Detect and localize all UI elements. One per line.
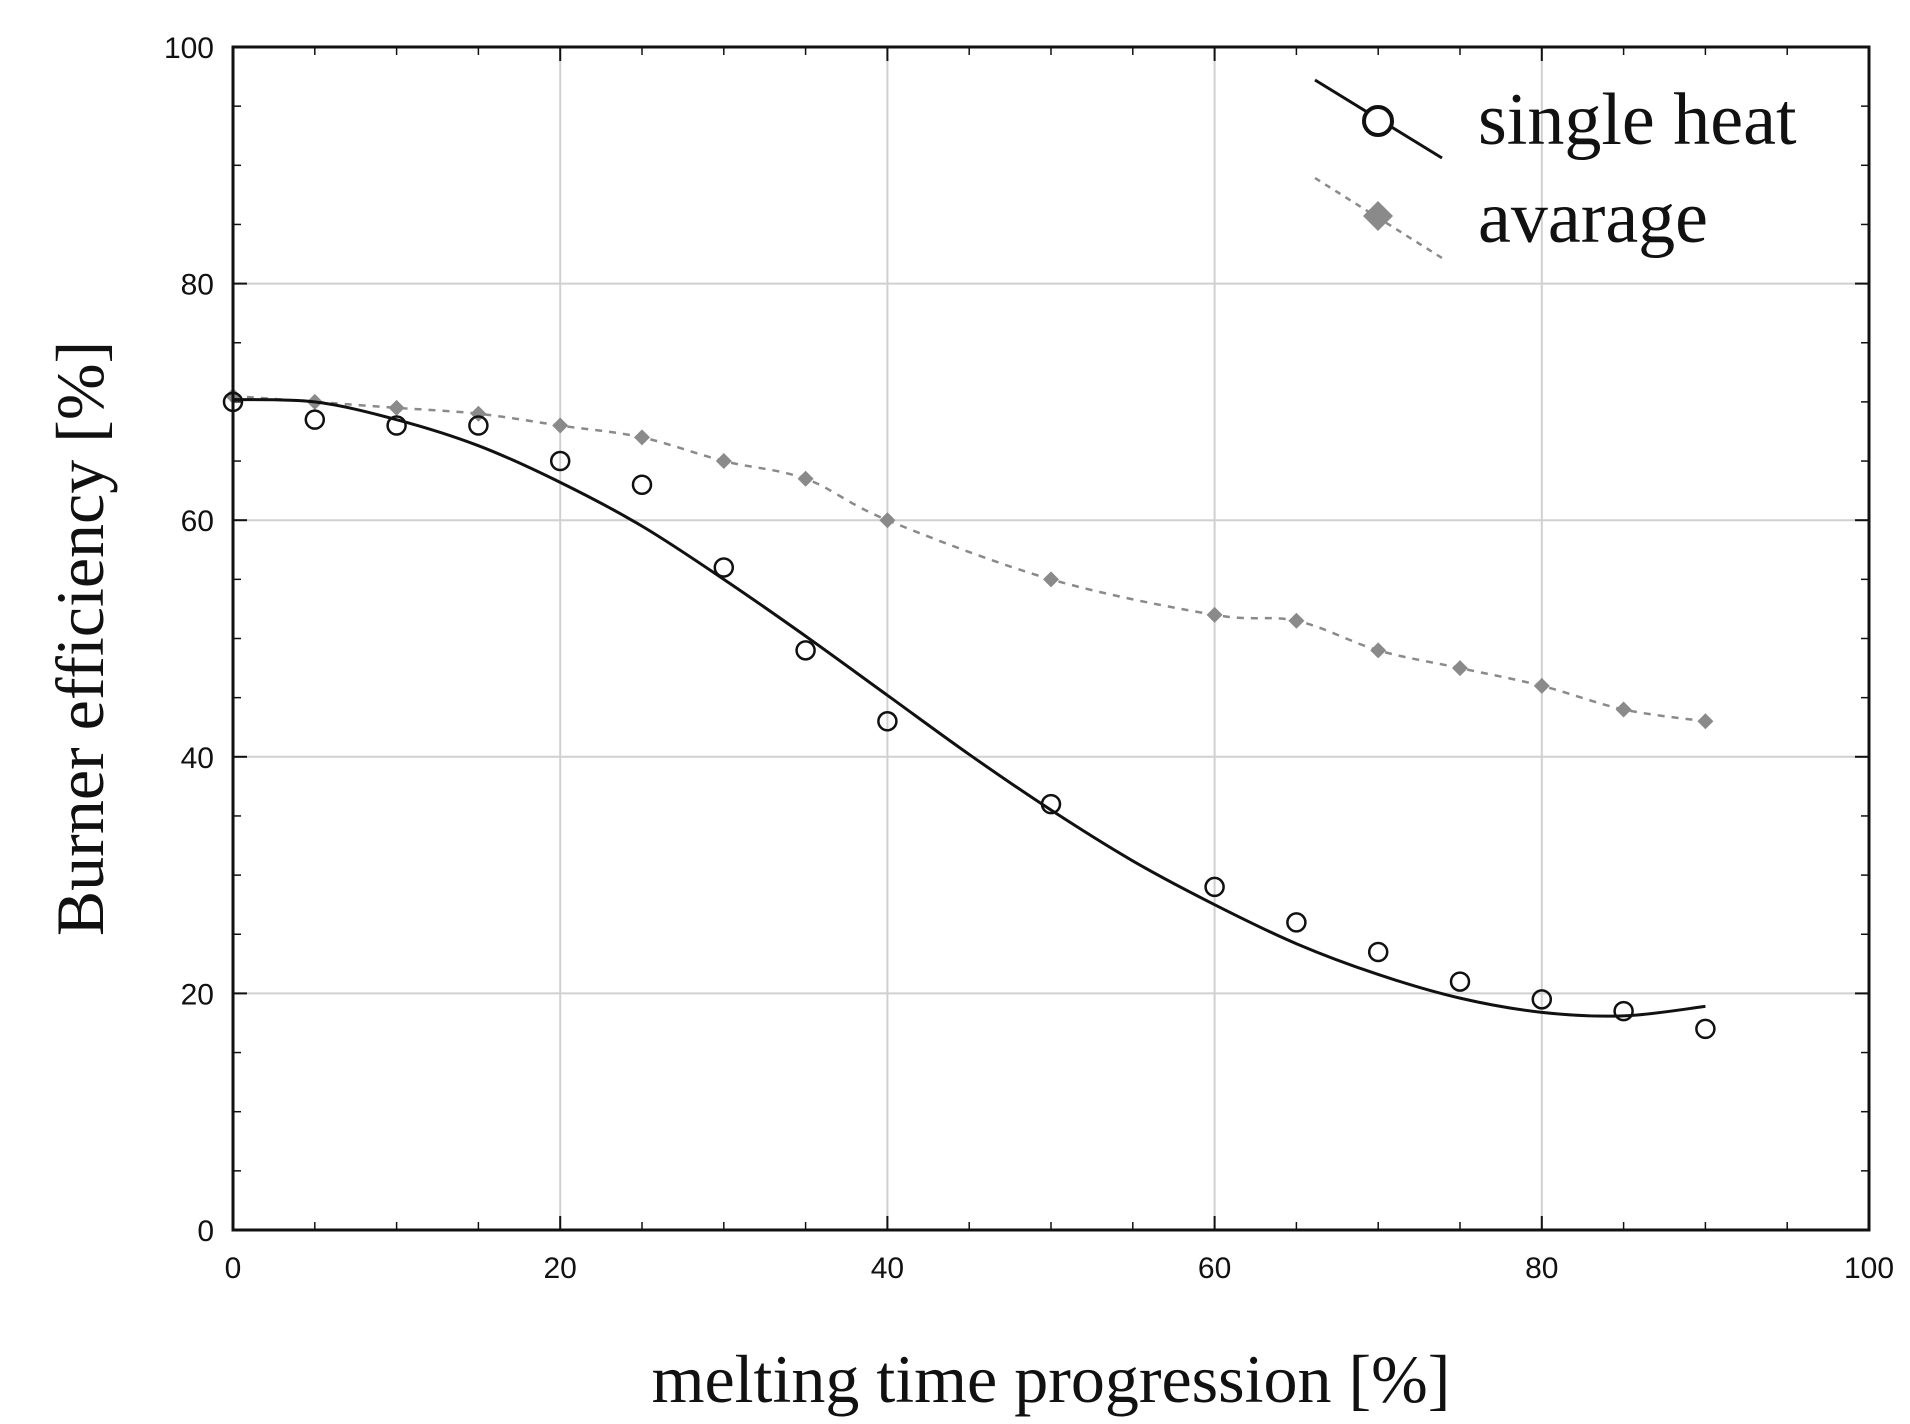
- avarage-point: [1697, 713, 1714, 730]
- avarage-point: [388, 399, 405, 416]
- avarage-point: [1043, 571, 1059, 588]
- single-heat-point: [386, 415, 407, 436]
- single-heat-point: [468, 415, 489, 436]
- avarage-line: [232, 394, 1706, 723]
- single-heat-fit-line: [232, 398, 1706, 1018]
- legend-avarage-marker: [1363, 201, 1393, 231]
- x-tick-label: 0: [225, 1252, 242, 1285]
- single-heat-point: [304, 409, 326, 430]
- avarage-point: [879, 512, 896, 529]
- avarage-point: [1533, 677, 1550, 694]
- x-tick-label: 40: [871, 1252, 904, 1285]
- avarage-point: [1615, 701, 1632, 718]
- single-heat-point: [1695, 1018, 1716, 1040]
- single-heat-point: [1449, 971, 1471, 992]
- avarage-point: [634, 429, 650, 446]
- single-heat-point: [713, 557, 735, 578]
- avarage-point: [715, 453, 732, 470]
- single-heat-point: [631, 474, 653, 495]
- grid: [233, 47, 1869, 1230]
- single-heat-point: [1531, 989, 1553, 1010]
- single-heat-point: [1286, 912, 1307, 933]
- x-tick-label: 100: [1844, 1252, 1894, 1285]
- x-axis-title: melting time progression [%]: [652, 1341, 1451, 1417]
- y-tick-label: 80: [181, 269, 214, 302]
- legend-single-heat-marker: [1362, 105, 1394, 137]
- legend-avarage-label: avarage: [1478, 177, 1708, 259]
- legend-single-heat-label: single heat: [1478, 79, 1797, 161]
- y-tick-label: 60: [181, 505, 214, 538]
- single-heat-point: [1040, 793, 1062, 815]
- x-tick-label: 20: [544, 1252, 577, 1285]
- single-heat-point: [1204, 876, 1225, 898]
- avarage-point: [1370, 642, 1387, 659]
- y-tick-label: 20: [181, 978, 214, 1011]
- y-tick-label: 40: [181, 742, 214, 775]
- avarage-point: [1288, 612, 1305, 629]
- x-tick-label: 80: [1525, 1252, 1558, 1285]
- y-axis-title: Burner efficiency [%]: [42, 341, 118, 936]
- legend: single heat avarage: [1314, 78, 1797, 260]
- avarage-point: [797, 470, 814, 487]
- single-heat-point: [795, 640, 816, 661]
- series-layer: [222, 387, 1716, 1040]
- avarage-point: [1452, 660, 1468, 677]
- single-heat-point: [1613, 1000, 1634, 1022]
- y-tick-label: 100: [164, 32, 214, 65]
- y-tick-label: 0: [197, 1215, 214, 1248]
- ticks: 0 20 40 60 80 100 0 20 40 60 80 100: [164, 32, 1894, 1285]
- x-tick-label: 60: [1198, 1252, 1231, 1285]
- single-heat-point: [549, 450, 571, 472]
- avarage-point: [1206, 606, 1223, 623]
- single-heat-point: [1367, 941, 1389, 963]
- avarage-point: [552, 417, 569, 434]
- single-heat-point: [877, 711, 898, 732]
